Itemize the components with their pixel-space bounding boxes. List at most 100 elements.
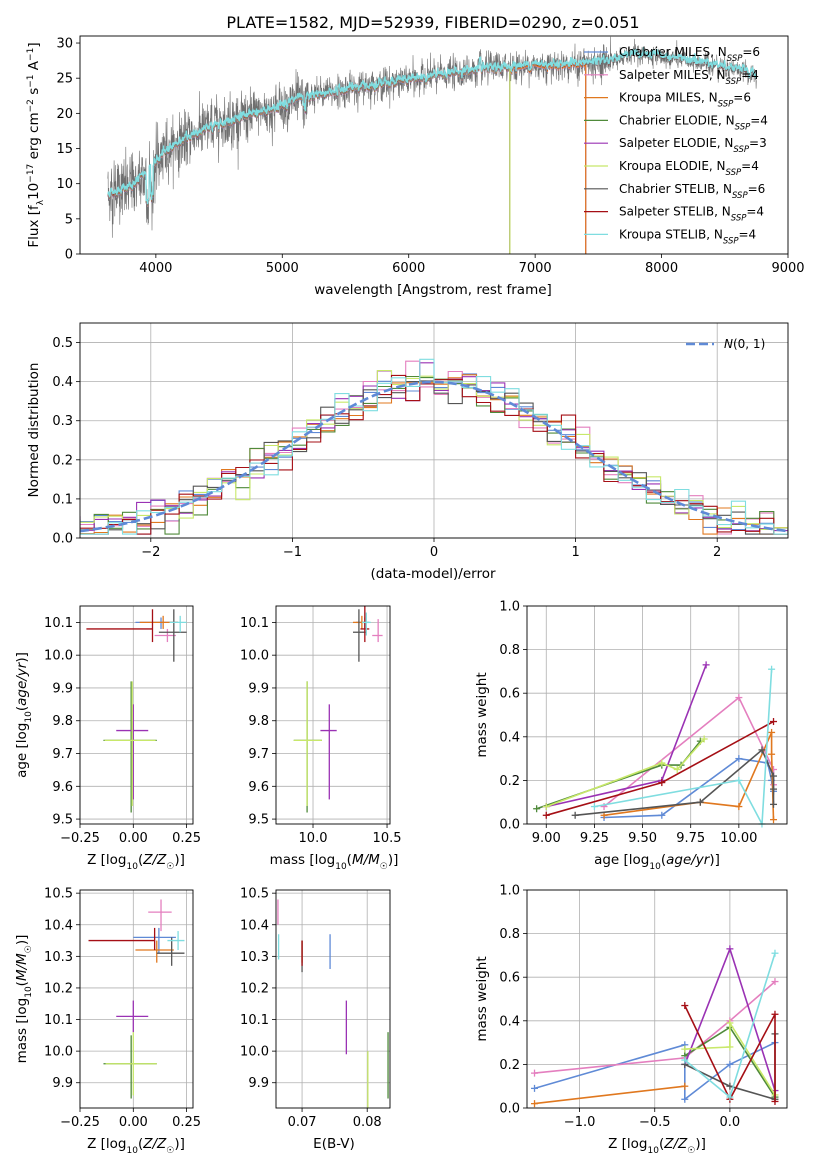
y-tick-label: 5 [65,212,73,227]
label-part: mass [log [270,852,336,868]
x-tick-label: 4000 [139,261,172,276]
y-tick-label: 10.4 [44,918,73,933]
y-tick-label: 10.2 [240,981,269,996]
x-tick-label: 7000 [519,261,552,276]
weight-vs-age-panel: 9.00 9.25 9.50 9.75 10.00 0.0 0.2 0.4 0.6 0.8 1.0 a… [474,600,788,872]
axes-frame [79,35,789,255]
y-tick-label: 30 [56,37,73,52]
x-tick-label: 9.75 [676,831,705,846]
y-tick-label: 25 [56,72,73,87]
x-tick-label: 5000 [266,261,299,276]
label-part: ] [26,42,42,47]
label-part: Normed distribution [26,363,42,498]
weight-vs-metallicity-panel: −1.0 −0.5 0.0 0.0 0.2 0.4 0.6 0.8 1.0 Z [log10(Z/… [474,884,788,1156]
legend-sub: SSP [735,122,751,132]
legend-text: Kroupa MILES, N [619,91,718,105]
y-tick-label: 10.3 [240,950,269,965]
legend-sub: SSP [723,236,739,246]
y-tick-label: 9.8 [52,714,73,729]
y-tick-label: 10.1 [240,616,269,631]
histogram-step-kroupa_stelib [80,358,788,535]
legend-text: =6 [742,45,760,59]
x-tick-label: 0.07 [288,1115,317,1130]
weight-line-salpeter_miles [534,980,776,1074]
label-part: ( [659,1136,664,1152]
x-axis-label: Z [log10(Z/Z☉)] [608,1136,706,1156]
label-part: )] [695,1136,706,1152]
x-axis-label: mass [log10(M/M☉)] [270,852,399,872]
label-part: Z [log [87,852,126,868]
y-tick-label: 9.9 [52,1076,73,1091]
label-part: −1 [26,48,36,61]
label-part: 10 [647,1146,659,1156]
age-vs-mass-panel: 10.0 10.5 9.5 9.6 9.7 9.8 9.9 10.0 10.1 mass [log… [240,605,402,872]
label-part: age/yr [666,852,711,868]
y-axis-label: mass weight [474,672,490,757]
legend-sub: SSP [726,77,742,87]
legend-entry: Kroupa ELODIE, NSSP=4 [619,159,759,178]
legend-entry: Kroupa STELIB, NSSP=4 [619,227,756,246]
legend-entry: Kroupa MILES, NSSP=6 [619,91,751,110]
label-part: 10 [126,862,138,872]
label-part: )] [388,852,399,868]
label-part: age [log [594,852,649,868]
label-part: ( [138,852,143,868]
age-vs-metallicity-panel: −0.25 0.00 0.25 9.5 9.6 9.7 9.8 9.9 10.0 10.1 Z [l… [14,605,201,872]
legend-text: =6 [748,182,766,196]
label-part: )] [174,1136,185,1152]
label-part: )] [14,935,30,946]
label-part: mass [log [14,998,30,1064]
label-part: age [log [14,723,30,778]
y-tick-label: 10.1 [240,1013,269,1028]
x-tick-label: 9.50 [628,831,657,846]
legend-entry: Salpeter ELODIE, NSSP=3 [619,136,767,155]
legend-text: (0, 1) [733,337,765,351]
x-tick-label: 0.00 [119,1115,148,1130]
y-tick-label: 9.5 [52,813,73,828]
x-tick-label: 0.25 [172,831,201,846]
label-part: Z [log [87,1136,126,1152]
x-tick-label: 6000 [392,261,425,276]
y-tick-label: 0.2 [52,453,73,468]
y-tick-label: 0.0 [499,818,520,833]
label-part: (data-model)/error [370,566,496,582]
y-tick-label: 9.7 [248,747,269,762]
y-tick-label: 0.1 [52,492,73,507]
x-tick-label: −0.25 [60,831,100,846]
label-part: ( [138,1136,143,1152]
legend-entry: Salpeter MILES, NSSP=4 [619,68,759,87]
mass-vs-ebv-panel: 0.07 0.08 9.9 10.0 10.1 10.2 10.3 10.4 10.5 E(B-V… [240,887,391,1152]
y-tick-label: 9.9 [52,681,73,696]
label-part: ☉ [24,945,34,953]
y-axis-label: Flux [fλ10−17 erg cm−2 s−1 A−1] [26,42,46,247]
y-tick-label: 1.0 [499,600,520,615]
label-part: M/M [352,852,380,868]
label-part: −2 [26,99,36,112]
y-tick-label: 9.6 [52,780,73,795]
y-tick-label: 10.5 [44,887,73,902]
label-part: 10 [335,862,347,872]
x-tick-label: −1.0 [564,1115,596,1130]
legend-sub: SSP [726,168,742,178]
y-tick-label: 10.5 [240,887,269,902]
label-part: ( [14,706,30,711]
y-tick-label: 10.0 [240,649,269,664]
x-tick-label: −0.25 [60,1115,100,1130]
legend-text: Kroupa ELODIE, N [619,159,726,173]
figure-title: PLATE=1582, MJD=52939, FIBERID=0290, z=0… [226,13,639,32]
x-tick-label: 2 [713,545,721,560]
legend-sub: SSP [732,191,748,201]
weight-line-salpeter_stelib [684,1005,776,1102]
spectrum-panel: 4000 5000 6000 7000 8000 9000 0 5 10 15 20 25 30 Chab… [26,35,805,298]
label-part: ☉ [687,1146,695,1156]
legend-text: =3 [749,136,767,150]
y-tick-label: 10.0 [240,1045,269,1060]
x-tick-label: 9000 [771,261,804,276]
label-part: 10 [649,862,661,872]
axes-frame [526,889,788,1109]
axes-frame [275,889,391,1109]
mass-vs-metallicity-panel: −0.25 0.00 0.25 9.9 10.0 10.1 10.2 10.3 10.4 10.5… [14,887,201,1156]
x-axis-label: (data-model)/error [370,566,496,582]
label-part: Z/Z [142,852,167,868]
